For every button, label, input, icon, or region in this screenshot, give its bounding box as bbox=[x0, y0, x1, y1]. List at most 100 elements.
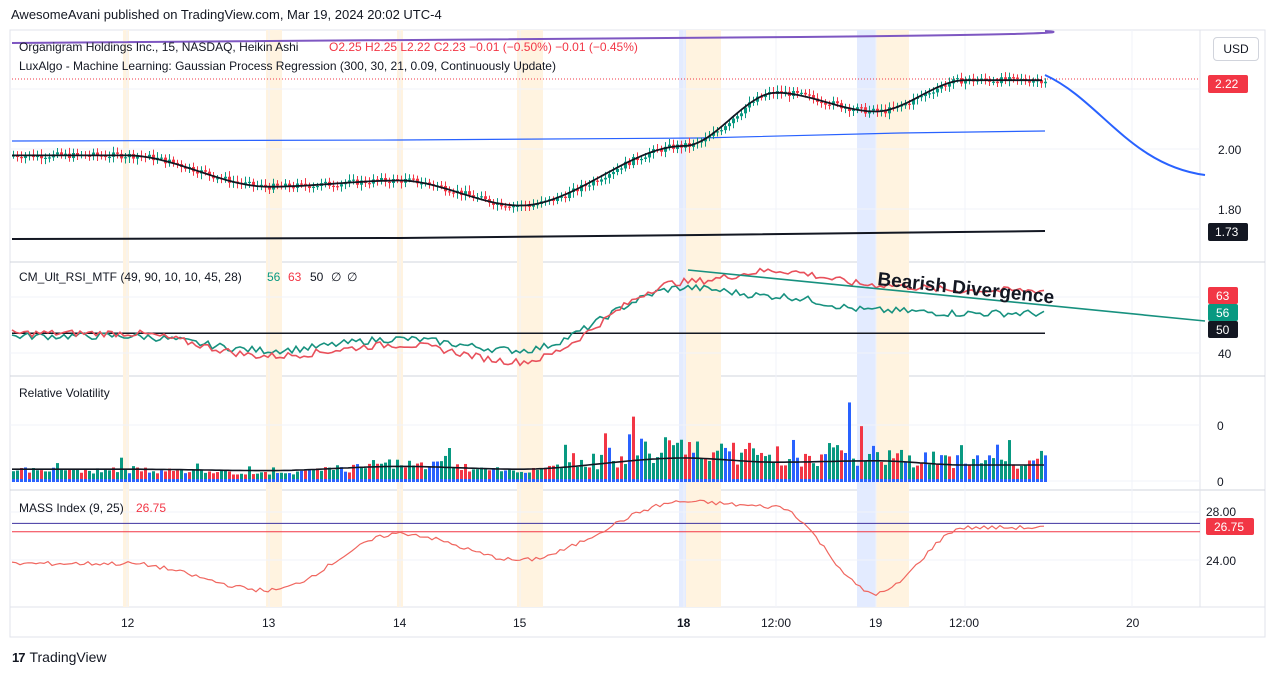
volatility-bar bbox=[344, 471, 347, 482]
volatility-base-bar bbox=[952, 479, 955, 482]
volatility-base-bar bbox=[612, 479, 615, 482]
volatility-base-bar bbox=[228, 479, 231, 482]
candle-body bbox=[416, 178, 419, 184]
volatility-base-bar bbox=[804, 479, 807, 482]
volatility-bar bbox=[432, 461, 435, 482]
volatility-bar bbox=[892, 458, 895, 482]
volatility-bar bbox=[232, 474, 235, 482]
volatility-bar bbox=[156, 473, 159, 482]
volatility-bar bbox=[964, 463, 967, 482]
volatility-bar bbox=[500, 471, 503, 482]
candle-body bbox=[884, 109, 887, 114]
volatility-base-bar bbox=[212, 479, 215, 482]
volatility-base-bar bbox=[172, 479, 175, 482]
volatility-bar bbox=[176, 470, 179, 482]
volatility-bar bbox=[140, 471, 143, 482]
volatility-bar bbox=[940, 455, 943, 482]
volatility-bar bbox=[676, 442, 679, 482]
volatility-base-bar bbox=[376, 479, 379, 482]
volatility-bar bbox=[808, 455, 811, 482]
volatility-base-bar bbox=[932, 479, 935, 482]
volatility-bar bbox=[752, 448, 755, 482]
volatility-base-bar bbox=[628, 479, 631, 482]
candle-body bbox=[268, 186, 271, 190]
volatility-bar bbox=[776, 446, 779, 482]
volatility-base-bar bbox=[48, 479, 51, 482]
candle-body bbox=[1032, 81, 1035, 83]
candle-body bbox=[740, 113, 743, 117]
volatility-base-bar bbox=[752, 479, 755, 482]
volatility-bar bbox=[364, 468, 367, 482]
price-pane[interactable] bbox=[11, 30, 1206, 240]
candle-body bbox=[76, 152, 79, 155]
footer-brand[interactable]: 17 TradingView bbox=[12, 649, 107, 665]
candle-body bbox=[412, 178, 415, 180]
volatility-base-bar bbox=[304, 479, 307, 482]
volatility-bar bbox=[16, 470, 19, 482]
lower-band-line bbox=[11, 230, 1046, 240]
volatility-bar bbox=[212, 473, 215, 482]
volatility-base-bar bbox=[336, 479, 339, 482]
candle-body bbox=[1028, 81, 1031, 83]
candle-body bbox=[592, 180, 595, 186]
volatility-base-bar bbox=[648, 479, 651, 482]
svg-text:2.22: 2.22 bbox=[1215, 77, 1239, 91]
volatility-bar bbox=[636, 455, 639, 482]
candle-body bbox=[428, 182, 431, 185]
volatility-bar bbox=[40, 470, 43, 482]
volatility-bar bbox=[540, 468, 543, 482]
candle-body bbox=[20, 157, 23, 159]
volatility-base-bar bbox=[632, 479, 635, 482]
volatility-base-bar bbox=[244, 479, 247, 482]
volatility-base-bar bbox=[656, 479, 659, 482]
volatility-base-bar bbox=[552, 479, 555, 482]
svg-text:26.75: 26.75 bbox=[1214, 520, 1244, 534]
x-tick: 13 bbox=[262, 616, 276, 630]
volatility-bar bbox=[1040, 450, 1043, 482]
volatility-bar bbox=[852, 458, 855, 482]
volatility-base-bar bbox=[644, 479, 647, 482]
volatility-bar bbox=[100, 472, 103, 482]
session-highlight bbox=[517, 30, 543, 607]
volatility-base-bar bbox=[972, 479, 975, 482]
vol-tick-bottom: 0 bbox=[1217, 475, 1224, 489]
volatility-base-bar bbox=[240, 479, 243, 482]
volatility-bar bbox=[844, 452, 847, 482]
volatility-base-bar bbox=[136, 479, 139, 482]
volatility-base-bar bbox=[232, 479, 235, 482]
candle-body bbox=[812, 95, 815, 99]
volatility-base-bar bbox=[816, 479, 819, 482]
volatility-base-bar bbox=[888, 479, 891, 482]
volatility-bar bbox=[472, 469, 475, 482]
price-tick-1-80: 1.80 bbox=[1218, 203, 1242, 217]
volatility-bar bbox=[660, 452, 663, 482]
rsi-legend-value-4: ∅ bbox=[331, 270, 341, 284]
volatility-base-bar bbox=[916, 479, 919, 482]
volatility-bar bbox=[240, 473, 243, 482]
candle-body bbox=[1040, 80, 1043, 84]
volatility-bar bbox=[220, 470, 223, 482]
volatility-base-bar bbox=[116, 479, 119, 482]
volatility-base-bar bbox=[688, 479, 691, 482]
candle-body bbox=[368, 183, 371, 185]
volatility-base-bar bbox=[684, 479, 687, 482]
candle-body bbox=[1016, 77, 1019, 80]
candle-body bbox=[728, 123, 731, 127]
volatility-pane[interactable] bbox=[12, 402, 1047, 482]
mass-index-pane[interactable] bbox=[11, 499, 1200, 597]
volatility-bar bbox=[260, 472, 263, 482]
volatility-base-bar bbox=[536, 479, 539, 482]
volatility-base-bar bbox=[192, 479, 195, 482]
volatility-base-bar bbox=[220, 479, 223, 482]
candle-body bbox=[44, 157, 47, 159]
rsi-pane[interactable] bbox=[11, 267, 1206, 367]
candle-body bbox=[292, 187, 295, 189]
volatility-base-bar bbox=[120, 479, 123, 482]
volatility-base-bar bbox=[268, 479, 271, 482]
candle-body bbox=[376, 179, 379, 181]
volatility-bar bbox=[728, 451, 731, 482]
currency-button[interactable]: USD bbox=[1213, 37, 1259, 61]
candle-body bbox=[604, 177, 607, 180]
